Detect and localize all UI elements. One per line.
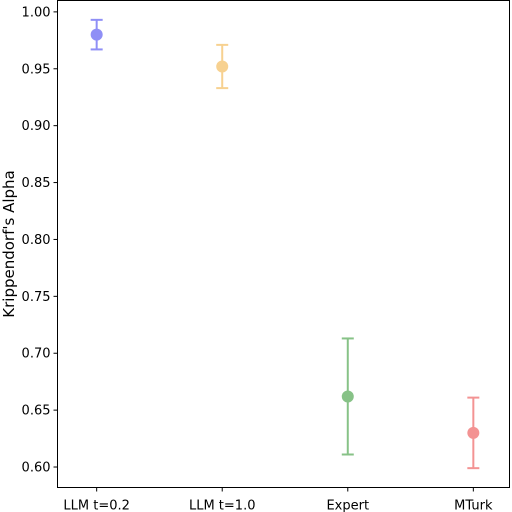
y-tick-label: 0.70 [22, 347, 51, 362]
data-point-group [216, 43, 229, 90]
data-point [467, 426, 480, 439]
y-tick-label: 1.00 [22, 5, 51, 20]
data-point-group [341, 337, 354, 456]
y-tick-label: 0.60 [22, 461, 51, 476]
x-tick-label: LLM t=1.0 [189, 499, 256, 512]
data-point [90, 28, 103, 41]
data-point [216, 60, 229, 73]
data-point-group [467, 396, 480, 470]
data-point-group [90, 18, 103, 51]
y-tick-label: 0.75 [22, 290, 51, 305]
data-point [341, 390, 354, 403]
x-tick-label: LLM t=0.2 [63, 499, 130, 512]
y-tick-label: 0.85 [22, 176, 51, 191]
x-tick-label: MTurk [454, 499, 493, 512]
y-tick-label: 0.80 [22, 233, 51, 248]
x-tick-label: Expert [326, 499, 369, 512]
y-axis-label: Krippendorf's Alpha [0, 170, 18, 317]
plot-frame [57, 0, 510, 488]
y-axis-ticks: 0.60 0.65 0.70 0.75 0.80 0.85 0.90 0.95 1.00 [22, 5, 58, 476]
y-tick-label: 0.65 [22, 404, 51, 419]
plot-marks [90, 18, 480, 470]
x-axis-ticks: LLM t=0.2 LLM t=1.0 Expert MTurk [63, 487, 493, 512]
y-tick-label: 0.95 [22, 62, 51, 77]
y-tick-label: 0.90 [22, 119, 51, 134]
